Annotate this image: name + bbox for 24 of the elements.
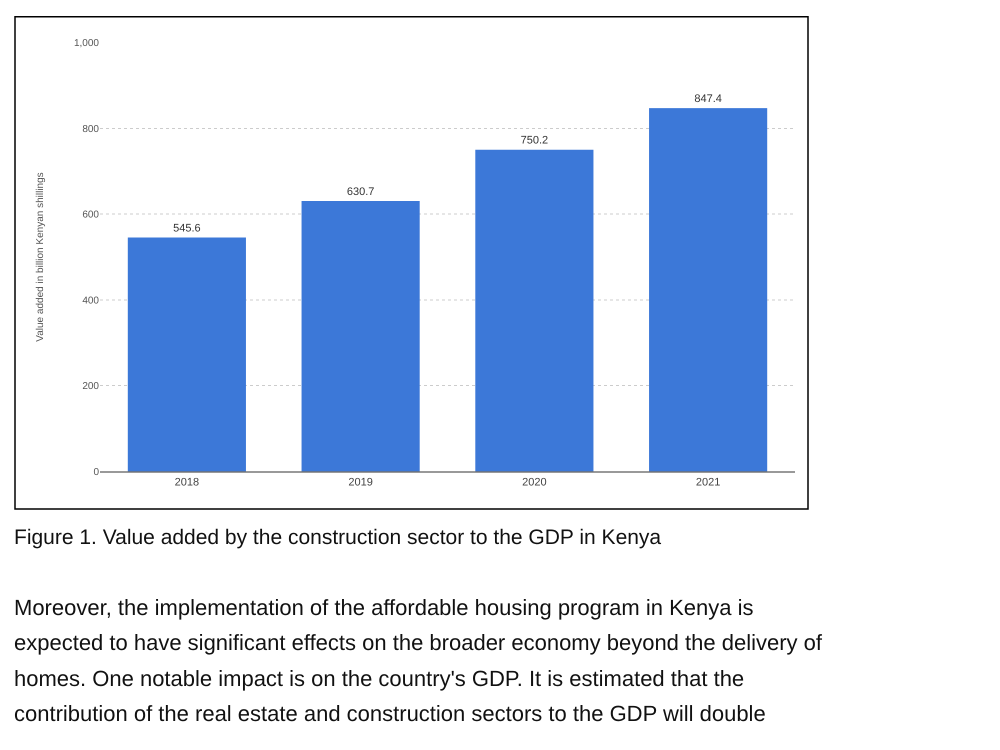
y-tick-label: 400 [82, 295, 100, 306]
caption: Figure 1. Value added by the construction sector to the GDP in Kenya [14, 526, 662, 549]
x-tick-label: 2020 [522, 476, 547, 489]
y-tick-label: 1,000 [74, 38, 100, 50]
x-tick-label: 2021 [696, 476, 720, 489]
y-tick-label: 0 [93, 466, 100, 478]
bar [475, 150, 594, 472]
text: homes. One notable impact is on the country's GDP. It is estimated that the [14, 666, 744, 691]
x-tick-label: 2018 [174, 476, 200, 489]
bar [128, 237, 246, 472]
text: expected to have significant effects on the broader economy beyond the delivery of [14, 630, 823, 655]
y-axis-title: Value added in billion Kenyan shillings [34, 172, 46, 342]
bar [649, 108, 768, 472]
y-tick-label: 600 [82, 210, 100, 221]
data-label: 545.6 [173, 222, 201, 234]
y-tick-label: 200 [82, 381, 100, 392]
text: Moreover, the implementation of the affordable housing program in Kenya is [14, 595, 754, 620]
y-tick-label: 800 [82, 124, 100, 135]
data-label: 847.4 [694, 93, 722, 106]
text: contribution of the real estate and construction sectors to the GDP will double [14, 701, 766, 726]
data-label: 630.7 [346, 186, 374, 198]
data-label: 750.2 [520, 134, 548, 147]
x-tick-label: 2019 [348, 476, 373, 489]
bar [302, 200, 420, 472]
